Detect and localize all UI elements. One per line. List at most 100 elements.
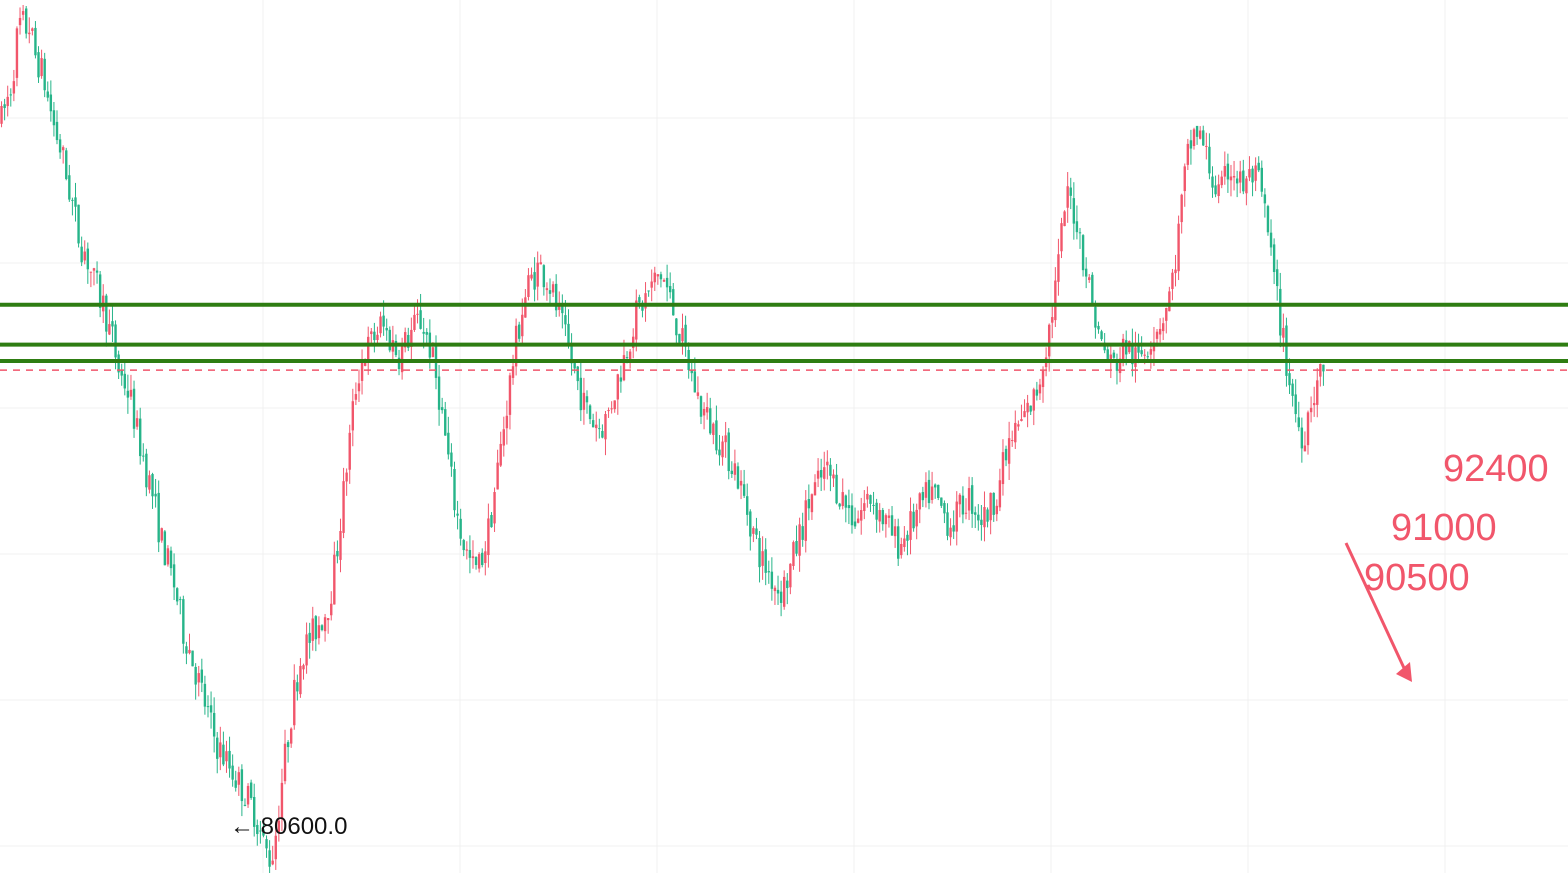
candle-down [185, 646, 188, 654]
candle-down [126, 390, 130, 398]
candle-up [1239, 171, 1242, 183]
candle-up [622, 355, 626, 381]
candle-up [333, 554, 336, 605]
candle-down [1208, 146, 1211, 174]
candle-down [1291, 383, 1294, 396]
candle-down [946, 512, 949, 536]
candle-down [194, 666, 197, 685]
candle-down [422, 331, 425, 334]
candle-down [37, 52, 40, 78]
candle-down [1260, 167, 1263, 192]
candle-down [585, 396, 589, 403]
candle-up [613, 400, 616, 410]
candle-up [400, 344, 404, 373]
candle-down [3, 104, 6, 109]
candle-down [937, 484, 940, 498]
candle-down [977, 514, 980, 521]
candle-down [542, 265, 546, 288]
candle-up [0, 106, 3, 124]
candle-up [293, 679, 296, 726]
candle-down [835, 474, 838, 504]
candle-up [1020, 419, 1023, 421]
candle-down [80, 246, 83, 263]
candle-down [172, 564, 176, 588]
candle-up [1217, 184, 1220, 197]
candle-up [330, 603, 333, 616]
candle-down [74, 197, 77, 207]
candle-down [795, 541, 798, 554]
candle-up [635, 300, 638, 340]
candle-down [548, 290, 552, 294]
candle-down [1279, 288, 1282, 336]
candle-down [43, 58, 46, 91]
candle-down [665, 277, 669, 288]
candle-down [896, 526, 900, 559]
candle-up [6, 96, 9, 107]
candle-down [1189, 140, 1193, 149]
candle-up [1047, 324, 1051, 357]
candle-down [58, 139, 62, 153]
candle-down [625, 357, 629, 359]
candle-up [761, 551, 764, 566]
candle-down [699, 396, 703, 417]
candle-up [477, 554, 481, 569]
candle-up [866, 493, 869, 500]
candle-down [779, 591, 783, 603]
level-layer [0, 302, 1568, 371]
candle-up [792, 542, 795, 566]
candle-down [1226, 163, 1230, 180]
candle-up [505, 415, 509, 429]
candle-up [1038, 384, 1042, 394]
candle-up [40, 58, 43, 77]
candle-down [1202, 130, 1205, 146]
candle-down [157, 492, 160, 543]
candle-down [9, 94, 12, 96]
candle-down [801, 526, 804, 540]
candle-down [49, 94, 53, 112]
candle-up [705, 407, 709, 413]
candle-up [1198, 130, 1202, 139]
candle-down [191, 650, 194, 667]
candle-up [813, 482, 817, 496]
candle-up [1161, 323, 1165, 332]
candle-down [151, 474, 154, 497]
candle-up [1312, 403, 1316, 406]
candle-up [878, 510, 881, 522]
candle-up [1180, 194, 1183, 223]
candle-down [1272, 244, 1276, 272]
candle-down [786, 580, 789, 589]
candle-up [28, 32, 31, 35]
candle-up [274, 835, 277, 860]
candle-up [1309, 407, 1313, 413]
candle-up [524, 297, 527, 318]
candle-down [24, 8, 28, 34]
candle-up [89, 271, 93, 273]
candle-up [930, 486, 934, 500]
candle-down [730, 470, 734, 475]
candle-up [893, 526, 897, 537]
candle-up [1223, 166, 1227, 177]
candle-down [68, 175, 71, 200]
candle-down [952, 525, 955, 532]
candle-up [21, 11, 25, 15]
candle-down [117, 354, 120, 373]
candle-down [807, 498, 811, 509]
candle-down [1137, 344, 1140, 353]
candle-up [1168, 291, 1171, 312]
candle-up [681, 328, 684, 342]
candle-down [286, 742, 290, 748]
candle-down [65, 150, 68, 180]
candle-up [644, 293, 647, 309]
candle-up [431, 347, 435, 357]
candle-down [320, 625, 324, 631]
candle-down [169, 550, 173, 569]
candle-up [521, 314, 524, 337]
candle-down [145, 453, 148, 488]
candle-up [632, 336, 635, 348]
candle-down [419, 310, 422, 329]
candle-up [277, 820, 281, 834]
candle-up [823, 467, 826, 479]
trend-arrow [1344, 542, 1412, 682]
candle-up [733, 463, 737, 475]
